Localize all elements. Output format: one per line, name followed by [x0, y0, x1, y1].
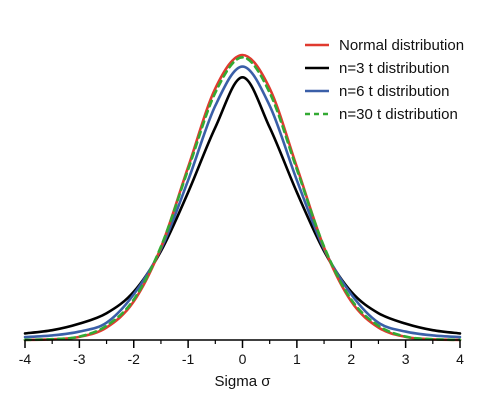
x-tick-label: -2	[128, 351, 141, 367]
curves-group	[23, 53, 462, 342]
series-line-n-3-t-distribution	[23, 76, 462, 335]
x-tick-label: 4	[456, 351, 464, 367]
legend-label-n-30-t-distribution: n=30 t distribution	[339, 106, 458, 123]
x-tick-label: -3	[73, 351, 86, 367]
series-line-n-6-t-distribution	[23, 65, 462, 339]
legend: Normal distribution n=3 t distribution n=6…	[305, 37, 464, 123]
x-tick-label: 3	[402, 351, 410, 367]
legend-label-n-3-t-distribution: n=3 t distribution	[339, 60, 450, 77]
x-axis-label: Sigma σ	[215, 373, 272, 390]
series-line-n-30-t-distribution	[23, 56, 462, 342]
x-tick-label: -4	[19, 351, 32, 367]
legend-label-normal-distribution: Normal distribution	[339, 37, 464, 54]
x-tick-label: 2	[347, 351, 355, 367]
x-tick-label: 0	[239, 351, 247, 367]
x-tick-label: 1	[293, 351, 301, 367]
x-ticks-group: -4 -3 -2 -1 0 1 2 3 4	[19, 340, 464, 367]
x-tick-label: -1	[182, 351, 195, 367]
series-line-normal-distribution	[23, 53, 462, 342]
legend-label-n-6-t-distribution: n=6 t distribution	[339, 83, 450, 100]
